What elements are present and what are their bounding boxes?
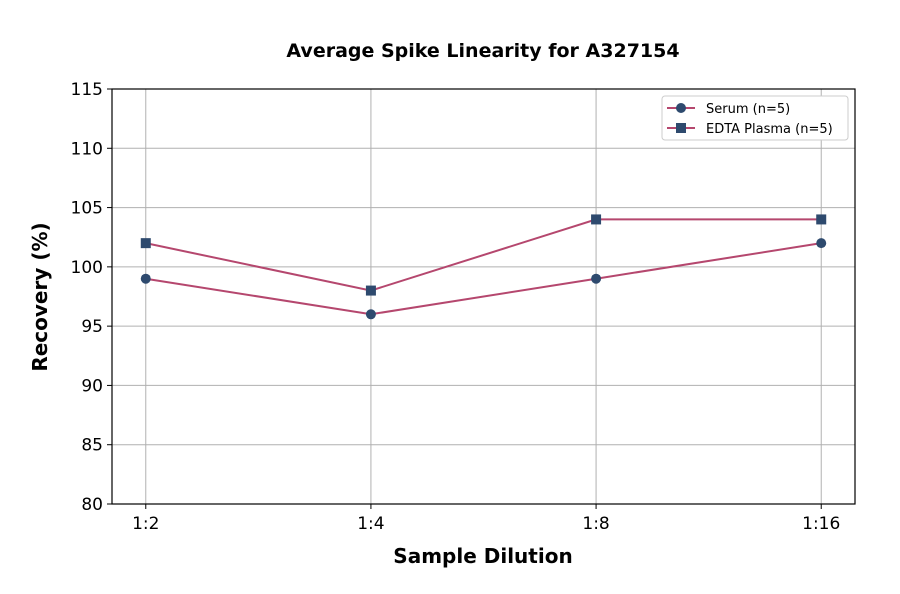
y-axis-label: Recovery (%) bbox=[28, 222, 52, 371]
x-tick-label: 1:2 bbox=[132, 514, 159, 534]
y-tick-label: 110 bbox=[71, 139, 103, 159]
data-point bbox=[365, 309, 376, 320]
legend-box bbox=[661, 95, 849, 141]
x-tick-label: 1:8 bbox=[582, 514, 609, 534]
data-point bbox=[816, 238, 827, 249]
data-point bbox=[140, 238, 151, 249]
series-line bbox=[145, 218, 822, 292]
data-point bbox=[816, 214, 827, 225]
y-tick-label: 95 bbox=[81, 317, 103, 337]
y-tick-label: 90 bbox=[81, 376, 103, 396]
data-point bbox=[591, 273, 602, 284]
plot-frame bbox=[111, 88, 856, 505]
y-tick-label: 100 bbox=[71, 258, 103, 278]
data-point bbox=[140, 273, 151, 284]
chart-title: Average Spike Linearity for A327154 bbox=[286, 40, 679, 62]
y-tick-label: 85 bbox=[81, 436, 103, 456]
x-tick-label: 1:16 bbox=[802, 514, 840, 534]
legend-marker bbox=[676, 123, 686, 133]
legend-label: Serum (n=5) bbox=[706, 102, 790, 117]
series-1 bbox=[140, 214, 827, 296]
y-tick-label: 115 bbox=[71, 80, 103, 100]
x-axis-label: Sample Dilution bbox=[393, 544, 572, 568]
y-tick-label: 105 bbox=[71, 199, 103, 219]
x-tick-label: 1:4 bbox=[357, 514, 384, 534]
series-line bbox=[145, 242, 822, 316]
legend-label: EDTA Plasma (n=5) bbox=[706, 122, 833, 137]
data-point bbox=[591, 214, 602, 225]
legend: Serum (n=5) EDTA Plasma (n=5) bbox=[661, 95, 849, 141]
series-0 bbox=[140, 238, 827, 320]
data-point bbox=[365, 285, 376, 296]
legend-marker bbox=[676, 103, 686, 113]
y-tick-label: 80 bbox=[81, 495, 103, 515]
